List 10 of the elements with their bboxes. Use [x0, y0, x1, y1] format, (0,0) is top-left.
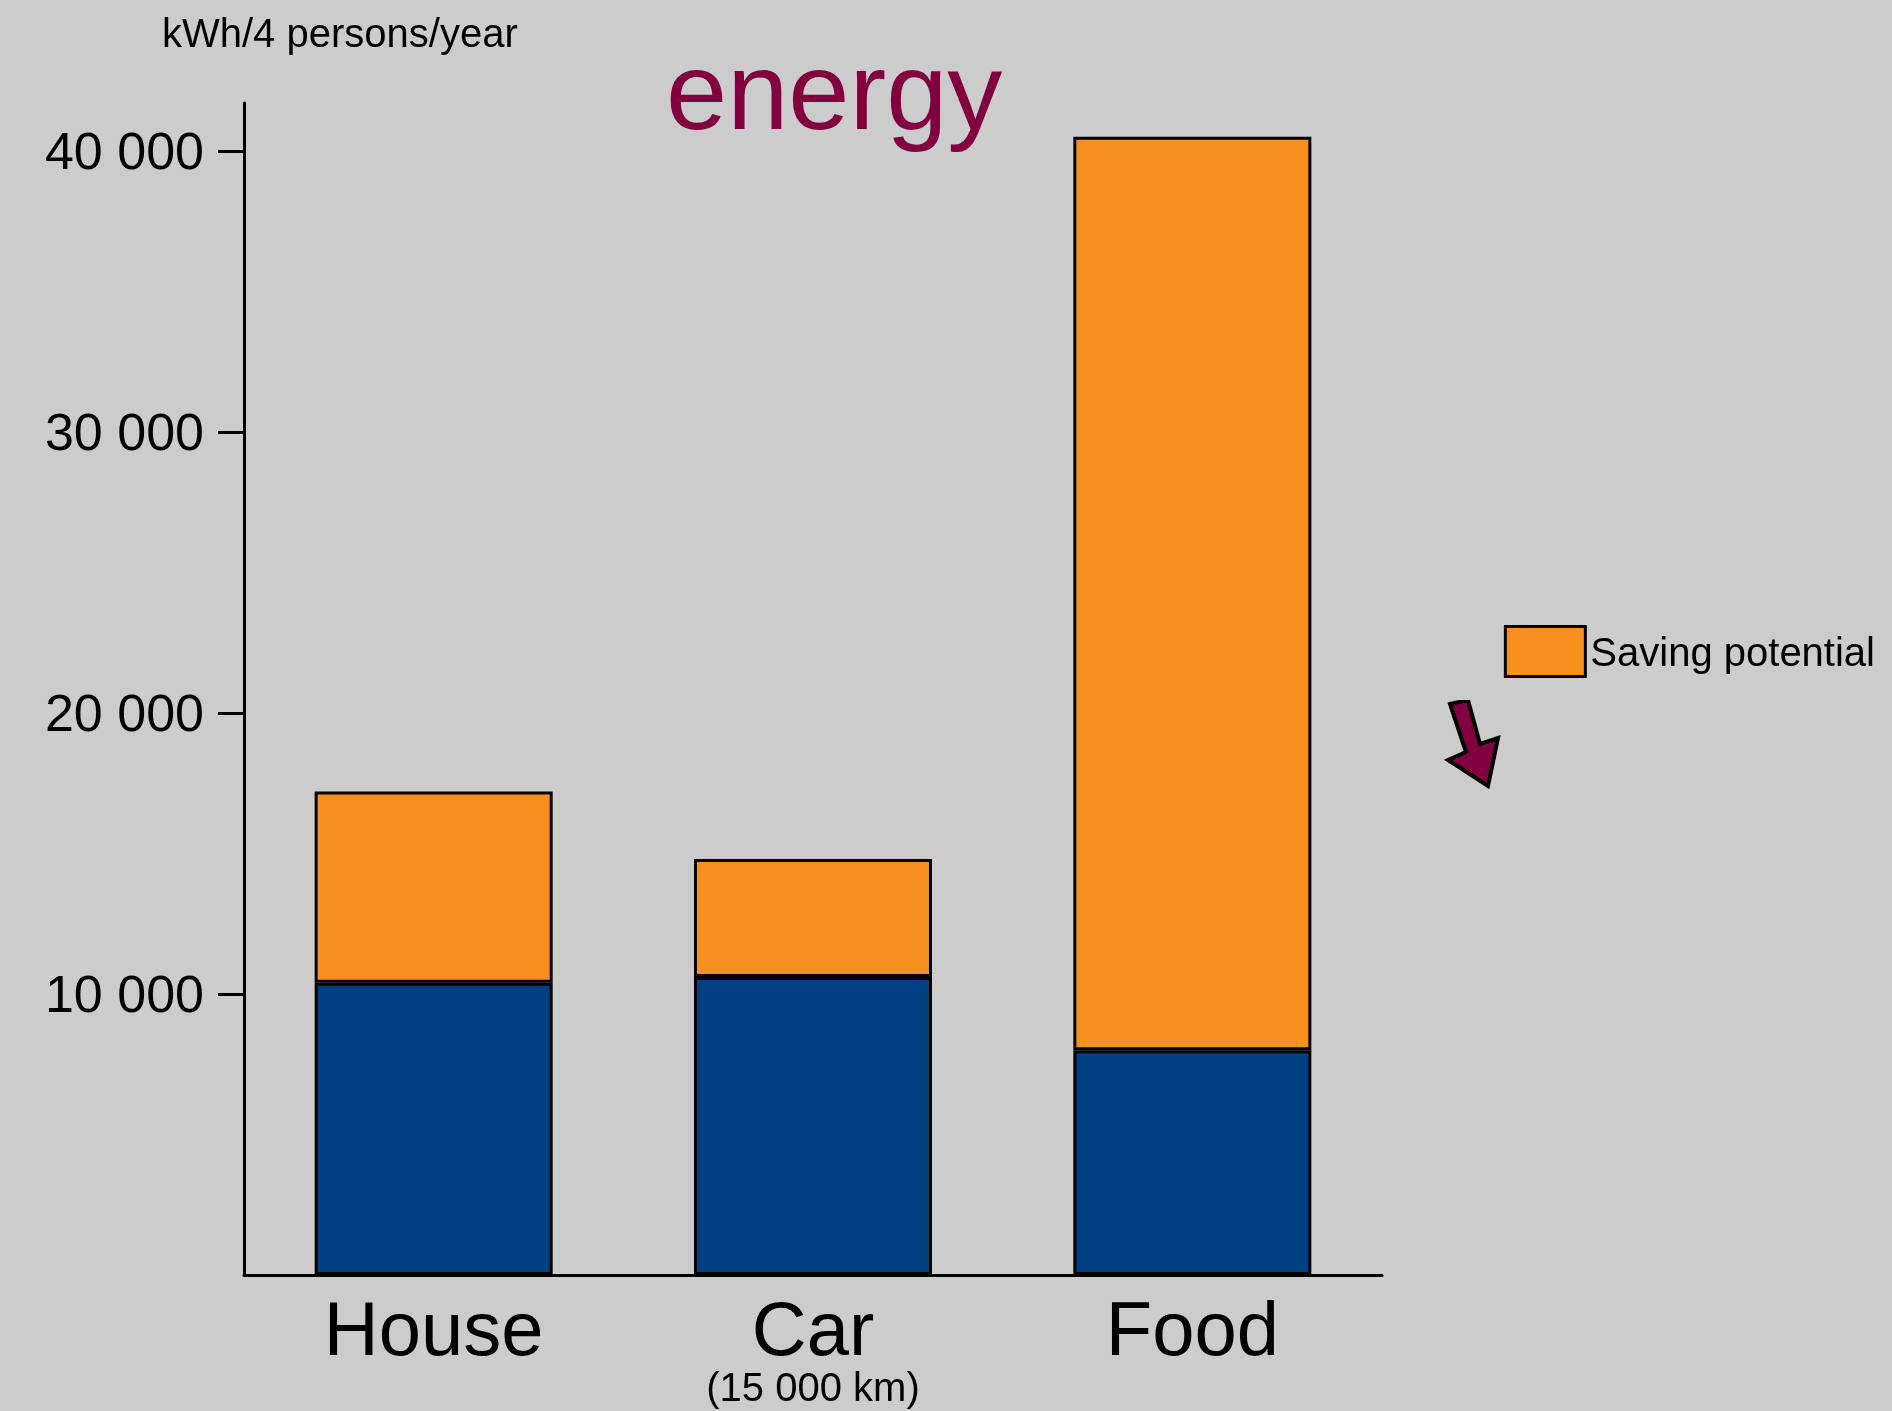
y-axis-title: kWh/4 persons/year — [162, 11, 518, 55]
y-tick-label: 10 000 — [44, 964, 204, 1023]
x-tick-label: Food — [1105, 1285, 1279, 1371]
chart-title: energy — [666, 28, 1003, 152]
x-tick-label: Car (15 000 km) — [706, 1285, 920, 1409]
x-tick-label: House — [323, 1285, 544, 1371]
y-tick-label: 30 000 — [44, 402, 204, 461]
y-tick-label: 20 000 — [44, 683, 204, 742]
legend-label: Saving potential — [1590, 629, 1876, 674]
y-tick-label: 40 000 — [44, 121, 204, 180]
